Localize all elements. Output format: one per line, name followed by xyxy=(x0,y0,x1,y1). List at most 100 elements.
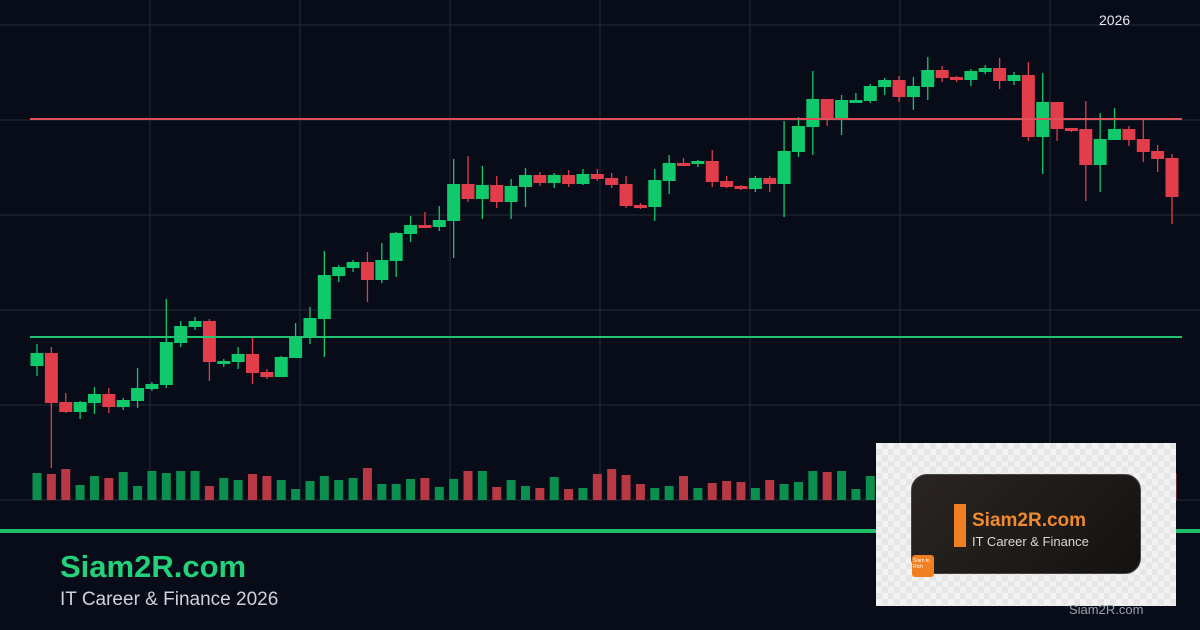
candle xyxy=(418,212,432,228)
candle-body xyxy=(633,205,647,208)
candle xyxy=(993,58,1007,89)
volume-bar xyxy=(89,476,99,500)
candle-body xyxy=(978,68,992,72)
candle-body xyxy=(116,400,130,407)
volume-bar xyxy=(104,478,114,500)
volume-bar xyxy=(592,474,602,500)
volume-bar xyxy=(420,478,430,500)
candle-body xyxy=(791,126,805,152)
divider-line xyxy=(0,529,1200,533)
volume-bar xyxy=(434,487,444,500)
candle xyxy=(1093,113,1107,192)
volume-bar xyxy=(233,480,243,500)
candle xyxy=(1007,72,1021,85)
candle-body xyxy=(490,185,504,202)
volume-bar xyxy=(736,482,746,500)
volume-bar xyxy=(319,476,329,500)
volume-bar xyxy=(679,476,689,500)
volume-bar xyxy=(808,471,818,500)
volume-bar xyxy=(449,479,459,500)
candle xyxy=(935,66,949,82)
candle-body xyxy=(1136,139,1150,152)
volume-bar xyxy=(707,483,717,500)
volume-bar xyxy=(621,475,631,500)
candle xyxy=(375,243,389,283)
volume-bar xyxy=(635,484,645,500)
candle-body xyxy=(533,175,547,183)
candle xyxy=(346,260,360,272)
candle xyxy=(30,344,44,376)
candle-body xyxy=(102,394,116,407)
candle-body xyxy=(260,372,274,377)
volume-bar xyxy=(161,473,171,500)
volume-bar xyxy=(362,468,372,500)
candle-body xyxy=(30,353,44,366)
candle-body xyxy=(188,321,202,327)
candle xyxy=(777,121,791,217)
candle xyxy=(317,251,331,357)
volume-bar xyxy=(492,487,502,500)
candle-body xyxy=(705,161,719,182)
candle xyxy=(533,172,547,186)
candlestick-chart xyxy=(0,0,1200,501)
candle-body xyxy=(835,100,849,119)
volume-bar xyxy=(133,486,143,500)
volume-bar xyxy=(276,480,286,500)
volume-bar xyxy=(865,476,875,500)
volume-bar xyxy=(722,481,732,500)
candle-body xyxy=(921,70,935,87)
candle xyxy=(116,398,130,410)
candle xyxy=(691,160,705,167)
volume-bar xyxy=(851,489,861,500)
candle-body xyxy=(892,80,906,97)
candle xyxy=(303,307,317,344)
watermark: Siam2R.com xyxy=(1069,602,1144,617)
volume-bar xyxy=(650,488,660,500)
candle-body xyxy=(418,225,432,228)
candle xyxy=(1151,145,1165,172)
candle xyxy=(763,176,777,192)
candle-body xyxy=(777,151,791,184)
volume-bar xyxy=(46,474,56,500)
volume-bar xyxy=(779,484,789,500)
candle-body xyxy=(1093,139,1107,165)
volume-bar xyxy=(348,478,358,500)
candle-body xyxy=(648,180,662,207)
brand-title: Siam2R.com xyxy=(60,549,247,584)
candle xyxy=(389,232,403,277)
candle-body xyxy=(461,184,475,199)
candle xyxy=(878,78,892,95)
volume-bar xyxy=(549,477,559,500)
logo-subtitle: IT Career & Finance xyxy=(972,534,1089,549)
volume-bar xyxy=(793,482,803,500)
candle xyxy=(44,347,58,468)
volume-bar xyxy=(219,478,229,500)
candle-body xyxy=(332,267,346,276)
candle-body xyxy=(1021,75,1035,137)
candle-body xyxy=(1108,129,1122,140)
volume-bar xyxy=(750,488,760,500)
volume-bar xyxy=(578,488,588,500)
candle-body xyxy=(576,174,590,184)
candle-body xyxy=(763,178,777,184)
candle xyxy=(619,176,633,208)
volume-bar xyxy=(693,488,703,500)
candle xyxy=(835,95,849,135)
candle xyxy=(202,319,216,381)
candle-body xyxy=(231,354,245,362)
candle xyxy=(274,356,288,377)
volume-bar xyxy=(406,479,416,500)
candle xyxy=(1036,73,1050,174)
candle-body xyxy=(935,70,949,78)
candle-body xyxy=(878,80,892,87)
volume-bar xyxy=(391,484,401,500)
candle xyxy=(547,173,561,188)
volume-bar xyxy=(535,488,545,500)
volume-bar xyxy=(147,471,157,500)
candle xyxy=(246,338,260,384)
candle-body xyxy=(145,384,159,389)
candle-body xyxy=(59,402,73,412)
candle-body xyxy=(432,220,446,227)
volume-bar xyxy=(204,486,214,500)
candle-body xyxy=(317,275,331,319)
